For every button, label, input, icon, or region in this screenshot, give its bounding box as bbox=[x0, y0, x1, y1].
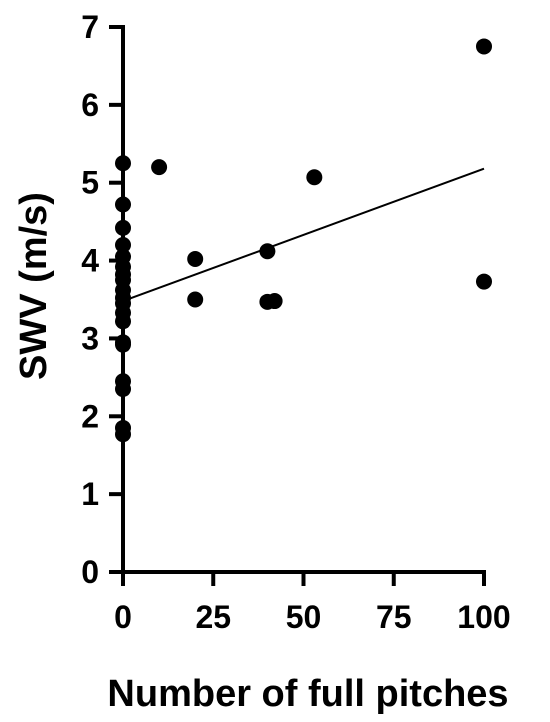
y-tick-label: 1 bbox=[81, 476, 99, 512]
data-point bbox=[266, 293, 283, 310]
y-axis-title: SWV (m/s) bbox=[13, 192, 55, 380]
data-point bbox=[115, 219, 131, 236]
axes: 0 1 2 3 4 5 6 7 0 25 50 75 100 bbox=[81, 9, 510, 635]
y-tick-label: 7 bbox=[81, 9, 99, 45]
data-point bbox=[187, 291, 204, 308]
y-tick-label: 3 bbox=[81, 320, 99, 356]
data-point bbox=[115, 426, 131, 443]
data-point bbox=[115, 381, 131, 398]
x-tick-label: 50 bbox=[286, 599, 322, 635]
data-points bbox=[115, 38, 492, 443]
data-point bbox=[306, 169, 323, 186]
data-point bbox=[115, 336, 131, 353]
data-point bbox=[151, 159, 168, 176]
x-tick-label: 75 bbox=[376, 599, 412, 635]
data-point bbox=[115, 237, 131, 253]
y-tick-label: 2 bbox=[81, 398, 99, 434]
x-tick-label: 100 bbox=[457, 599, 510, 635]
x-tick-label: 0 bbox=[114, 599, 132, 635]
y-tick-label: 0 bbox=[81, 554, 99, 590]
y-tick-label: 4 bbox=[81, 243, 99, 279]
y-tick-label: 6 bbox=[81, 87, 99, 123]
data-point bbox=[115, 155, 131, 172]
x-axis-title: Number of full pitches bbox=[107, 673, 508, 715]
data-point bbox=[115, 313, 131, 330]
x-tick-label: 25 bbox=[195, 599, 231, 635]
data-point bbox=[476, 38, 492, 55]
y-tick-label: 5 bbox=[81, 165, 99, 201]
data-point bbox=[476, 273, 492, 290]
trend-line bbox=[122, 167, 485, 302]
data-point bbox=[115, 196, 131, 213]
data-point bbox=[259, 243, 276, 260]
data-point bbox=[187, 251, 204, 268]
